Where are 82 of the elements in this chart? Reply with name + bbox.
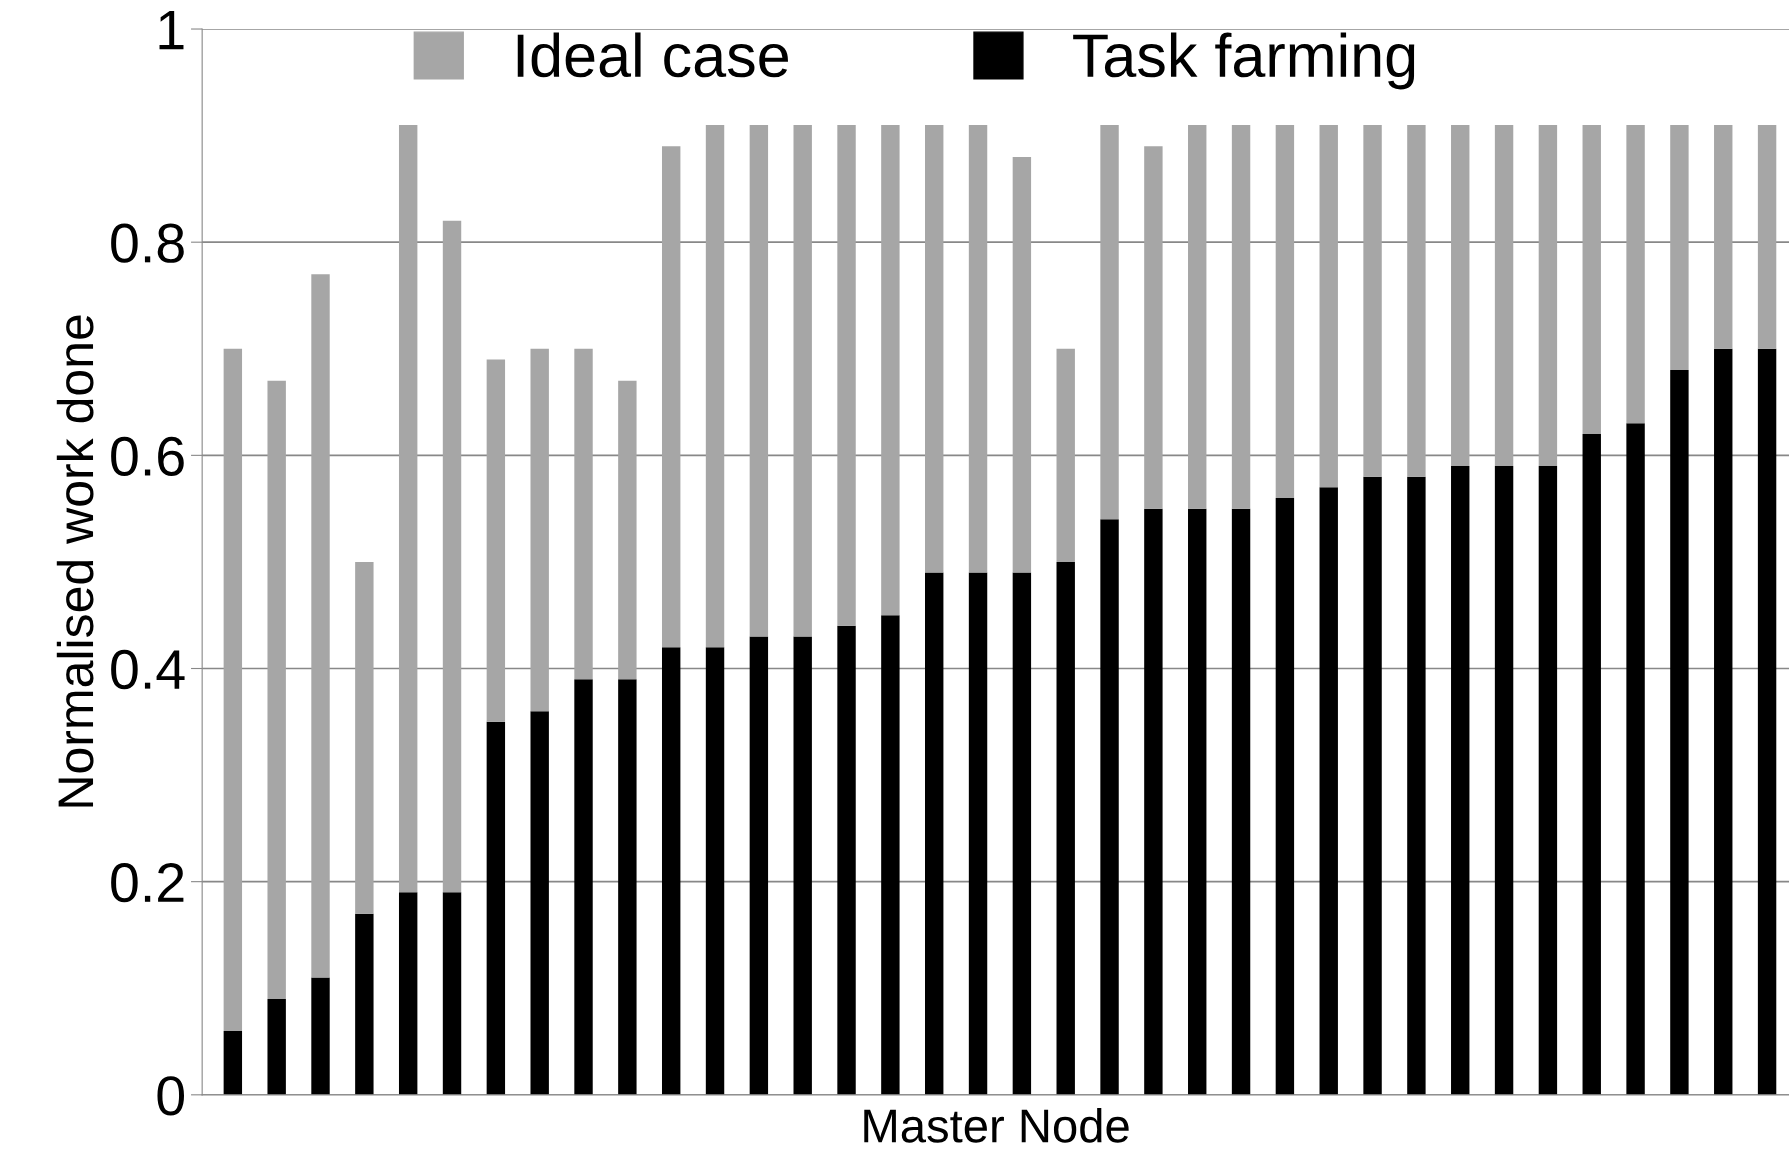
bar <box>1538 466 1558 1095</box>
bar <box>1451 124 1470 466</box>
y-tick-label: 0.2 <box>111 863 184 903</box>
bar <box>1538 124 1558 466</box>
bar <box>837 625 856 1095</box>
bar <box>1582 434 1601 1095</box>
bar <box>1056 561 1075 1095</box>
y-tick-label: 0 <box>157 1076 185 1116</box>
bar <box>223 1030 243 1095</box>
bar <box>1100 124 1119 520</box>
bar <box>793 124 812 637</box>
bar <box>486 721 506 1095</box>
bar <box>1100 519 1119 1095</box>
bar <box>705 647 725 1095</box>
bar <box>925 572 944 1095</box>
y-tick-label: 0.6 <box>111 436 184 477</box>
bar <box>1012 572 1032 1095</box>
bar <box>1714 348 1733 1095</box>
bar <box>793 636 812 1095</box>
bar <box>1144 508 1163 1095</box>
y-axis-title: Normalised work done <box>56 315 94 807</box>
bar <box>1670 124 1689 371</box>
bar <box>267 380 286 999</box>
bar <box>1275 497 1295 1095</box>
bar <box>661 146 681 648</box>
bar <box>749 636 769 1095</box>
bar <box>1012 156 1032 573</box>
bar <box>1407 476 1426 1095</box>
bar <box>1494 124 1514 466</box>
legend-label: Task farming <box>1073 32 1415 90</box>
bar <box>1407 124 1426 477</box>
y-tick-label: 0.4 <box>111 649 185 690</box>
bar <box>1231 508 1251 1095</box>
bar <box>530 711 549 1095</box>
bar <box>1056 348 1075 562</box>
bar <box>1494 466 1514 1095</box>
bar <box>442 220 462 893</box>
bar <box>749 124 769 637</box>
bar <box>223 348 243 1031</box>
bar <box>661 647 681 1095</box>
bar <box>618 380 637 680</box>
x-axis-title: Master Node <box>864 1108 1129 1143</box>
bar <box>267 998 286 1095</box>
bar <box>1670 370 1689 1095</box>
bar <box>311 274 330 978</box>
bar <box>1626 124 1645 424</box>
bar <box>1231 124 1251 509</box>
bar <box>837 124 856 626</box>
legend-label: Ideal case <box>517 32 788 78</box>
bar <box>1363 476 1382 1095</box>
bar <box>705 124 725 648</box>
bar <box>398 124 418 893</box>
bar <box>442 892 462 1095</box>
bar <box>1188 508 1207 1095</box>
bar <box>1757 124 1777 349</box>
y-tick-label: 0.8 <box>111 223 184 263</box>
bar <box>1319 124 1338 488</box>
bar <box>311 977 330 1095</box>
bar <box>1582 124 1601 435</box>
bar <box>1714 124 1733 349</box>
bar <box>1144 146 1163 509</box>
bar <box>1626 423 1645 1095</box>
bar <box>925 124 944 573</box>
y-tick-label: 1 <box>159 10 184 50</box>
bar <box>530 348 549 712</box>
bar <box>486 359 506 722</box>
bar <box>1188 124 1207 509</box>
bar <box>574 348 593 680</box>
bar <box>355 561 374 914</box>
bar <box>1451 466 1470 1095</box>
bar <box>618 679 637 1095</box>
bar <box>1757 348 1777 1095</box>
bar <box>1319 487 1338 1095</box>
bar <box>968 572 988 1095</box>
bar <box>398 892 418 1095</box>
bar <box>1275 124 1295 498</box>
bar <box>1363 124 1382 477</box>
bar <box>968 124 988 573</box>
bar <box>881 615 900 1095</box>
bar <box>355 913 374 1095</box>
bar <box>574 679 593 1095</box>
bar <box>881 124 900 616</box>
